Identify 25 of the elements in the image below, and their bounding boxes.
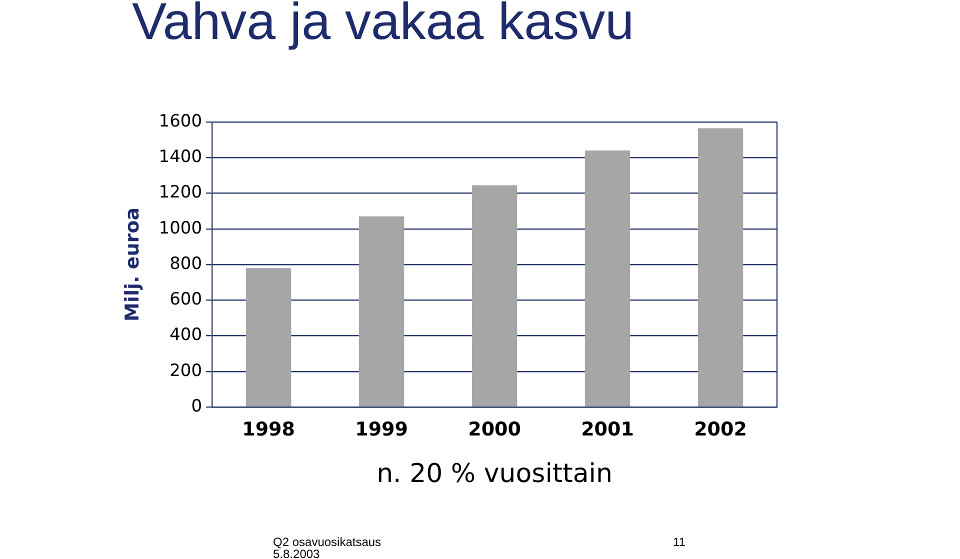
- x-tick-label: 1998: [242, 418, 296, 440]
- text: Q2 osavuosikatsaus: [273, 535, 382, 549]
- bar: [472, 185, 518, 406]
- bar: [584, 150, 630, 406]
- bar: [698, 128, 744, 406]
- text: 11: [673, 535, 686, 549]
- y-tick-label: 1000: [158, 218, 202, 238]
- x-tick-label: 1999: [355, 418, 408, 440]
- y-tick-label: 400: [170, 325, 202, 346]
- y-tick-label: 600: [170, 290, 202, 310]
- y-tick-label: 1600: [158, 111, 202, 132]
- y-tick-label: 0: [191, 396, 202, 416]
- bar: [246, 268, 292, 406]
- bar: [358, 216, 404, 406]
- x-tick-label: 2002: [694, 418, 747, 440]
- x-tick-label: 2001: [581, 418, 634, 440]
- y-axis-title: Milj. euroa: [121, 208, 144, 322]
- x-tick-label: 2000: [468, 418, 521, 440]
- chart-title: Vahva ja vakaa kasvu: [132, 0, 634, 52]
- y-tick-label: 1400: [158, 147, 202, 168]
- y-tick-label: 1200: [158, 182, 202, 203]
- x-axis-title: n. 20 % vuosittain: [376, 459, 612, 490]
- text: 5.8.2003: [273, 547, 320, 559]
- y-tick-label: 200: [170, 360, 202, 381]
- y-tick-label: 800: [170, 254, 202, 274]
